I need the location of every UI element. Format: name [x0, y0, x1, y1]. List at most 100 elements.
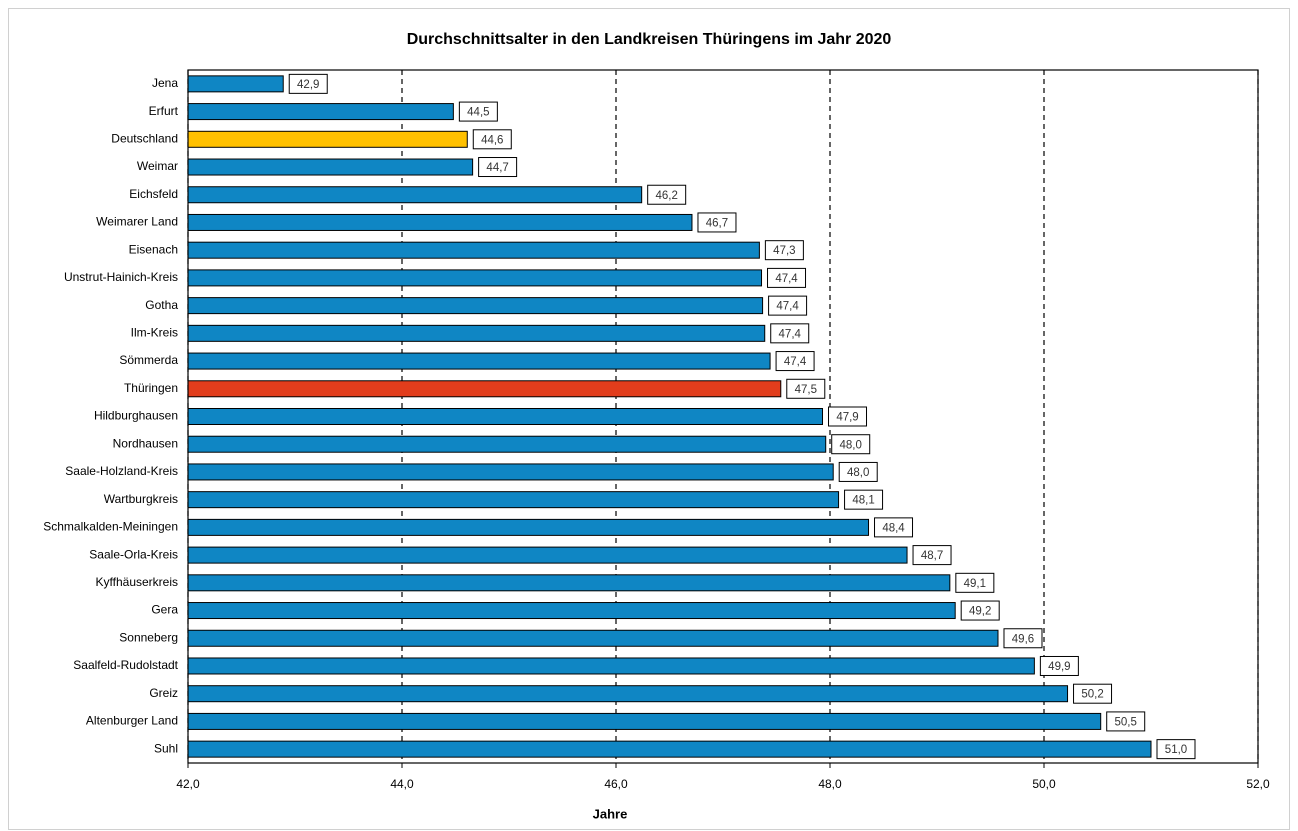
bar [187, 491, 840, 509]
value-label-box [1073, 683, 1113, 704]
value-label: 47,5 [795, 384, 817, 396]
value-label-box [764, 240, 804, 261]
value-label-box [770, 323, 810, 344]
y-tick-label: Eisenach [129, 242, 178, 256]
bar [187, 685, 1069, 703]
value-label-box [955, 572, 995, 593]
value-label-box [768, 295, 808, 316]
bar [187, 186, 643, 204]
value-label: 44,5 [467, 107, 489, 119]
y-tick-label: Schmalkalden-Meiningen [43, 520, 178, 534]
y-tick-label: Altenburger Land [86, 714, 178, 728]
y-tick-label: Jena [152, 76, 178, 90]
value-label-box [828, 406, 868, 427]
y-tick-label: Erfurt [149, 104, 179, 118]
bar [187, 75, 284, 93]
y-tick-label: Saalfeld-Rudolstadt [73, 658, 178, 672]
value-label: 49,6 [1012, 633, 1034, 645]
value-label: 48,1 [852, 495, 874, 507]
value-label: 46,2 [655, 190, 677, 202]
value-label: 47,4 [776, 301, 799, 313]
bar [187, 241, 760, 259]
y-tick-label: Saale-Orla-Kreis [89, 547, 178, 561]
value-label: 47,4 [775, 273, 798, 285]
y-tick-label: Weimarer Land [96, 215, 178, 229]
x-axis-label: Jahre [593, 806, 628, 821]
bar [187, 546, 908, 564]
value-label-box [478, 157, 518, 178]
value-label-box [786, 378, 826, 399]
value-label-box [831, 434, 871, 455]
value-label-box [1003, 628, 1043, 649]
bar [187, 435, 827, 453]
value-label-box [960, 600, 1000, 621]
y-tick-label: Nordhausen [113, 436, 178, 450]
y-tick-label: Weimar [137, 159, 178, 173]
bar [187, 103, 454, 121]
value-label: 44,7 [486, 162, 508, 174]
bar [187, 574, 951, 592]
value-label-box [767, 267, 807, 288]
value-label-box [838, 461, 878, 482]
x-tick-label: 52,0 [1246, 777, 1270, 791]
bar [187, 352, 771, 370]
y-tick-label: Eichsfeld [129, 187, 178, 201]
value-label: 49,2 [969, 606, 991, 618]
value-label-box [844, 489, 884, 510]
value-label: 44,6 [481, 134, 503, 146]
value-label-box [288, 73, 328, 94]
value-label: 50,2 [1081, 689, 1103, 701]
value-label-box [1039, 655, 1079, 676]
value-label: 49,1 [964, 578, 986, 590]
value-label-box [1106, 711, 1146, 732]
plot-area [187, 69, 1259, 764]
y-tick-label: Saale-Holzland-Kreis [65, 464, 178, 478]
value-label: 48,4 [882, 522, 905, 534]
y-tick-label: Hildburghausen [94, 409, 178, 423]
y-tick-label: Gera [151, 603, 178, 617]
x-tick-label: 46,0 [604, 777, 628, 791]
bar [187, 324, 766, 342]
y-tick-label: Sonneberg [119, 630, 178, 644]
bar [187, 130, 468, 148]
y-tick-label: Deutschland [111, 131, 178, 145]
value-label: 42,9 [297, 79, 319, 91]
bar [187, 712, 1102, 730]
value-label-box [647, 184, 687, 205]
bar [187, 269, 763, 287]
value-label-box [874, 517, 914, 538]
value-label-box [472, 129, 512, 150]
value-label: 47,4 [779, 328, 802, 340]
value-label: 51,0 [1165, 744, 1187, 756]
x-tick-label: 50,0 [1032, 777, 1056, 791]
bar [187, 602, 956, 620]
y-tick-label: Suhl [154, 741, 178, 755]
y-tick-label: Ilm-Kreis [131, 326, 178, 340]
bar [187, 629, 999, 647]
bar [187, 740, 1152, 758]
chart-title: Durchschnittsalter in den Landkreisen Th… [407, 31, 892, 48]
y-tick-label: Wartburgkreis [104, 492, 178, 506]
value-label: 49,9 [1048, 661, 1070, 673]
value-label: 48,0 [840, 439, 862, 451]
value-label-box [458, 101, 498, 122]
value-label-box [1156, 739, 1196, 760]
value-label: 47,9 [836, 412, 858, 424]
bar [187, 657, 1035, 675]
bar [187, 213, 693, 231]
value-label-box [697, 212, 737, 233]
bar [187, 463, 834, 481]
y-tick-label: Gotha [145, 298, 178, 312]
bar [187, 158, 474, 176]
x-tick-label: 48,0 [818, 777, 842, 791]
y-tick-label: Greiz [149, 686, 178, 700]
bar [187, 408, 824, 425]
bar [187, 297, 764, 315]
value-label: 48,0 [847, 467, 869, 479]
y-tick-label: Kyffhäuserkreis [96, 575, 178, 589]
value-label: 48,7 [921, 550, 943, 562]
bar [187, 518, 870, 536]
value-label-box [775, 351, 815, 372]
y-tick-label: Sömmerda [119, 353, 178, 367]
